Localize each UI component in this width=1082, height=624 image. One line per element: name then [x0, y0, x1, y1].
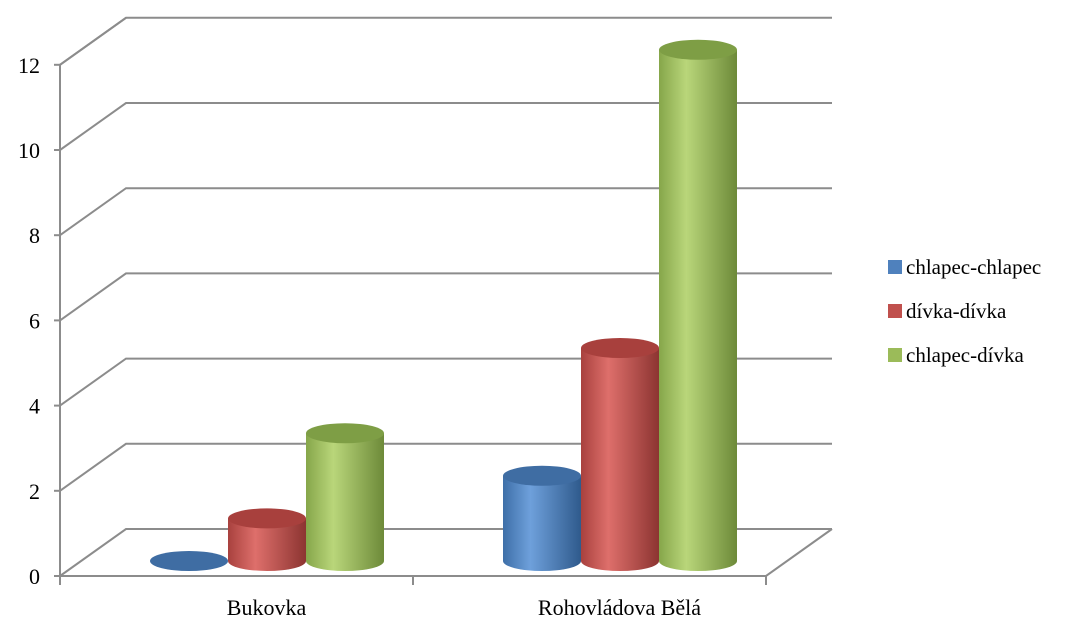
- legend-swatch: [888, 260, 902, 274]
- x-category-label: Rohovládova Bělá: [538, 595, 701, 620]
- y-tick-label: 4: [29, 394, 40, 419]
- bar: [659, 39, 737, 572]
- gridline: [59, 102, 832, 151]
- bar-top-cap: [228, 508, 306, 529]
- bar: [228, 508, 306, 571]
- y-tick-label: 6: [29, 308, 40, 333]
- bar-body: [228, 518, 306, 571]
- legend: chlapec-chlapec dívka-dívka chlapec-dívka: [888, 255, 1041, 367]
- axes: [54, 63, 833, 585]
- gridline: [59, 16, 127, 66]
- bar: [503, 465, 581, 571]
- bar-body: [503, 475, 581, 571]
- y-tick-label: 10: [18, 138, 40, 163]
- x-category-label: Bukovka: [227, 595, 307, 620]
- x-axis-category-labels: Bukovka Rohovládova Bělá: [227, 595, 702, 620]
- gridline: [59, 272, 832, 322]
- bar: [306, 423, 384, 571]
- y-tick-label: 12: [18, 53, 40, 78]
- legend-swatch: [888, 348, 902, 362]
- y-tick-label: 0: [29, 564, 40, 589]
- bar: [581, 338, 659, 571]
- legend-label: chlapec-dívka: [906, 343, 1024, 367]
- gridlines: [59, 16, 832, 577]
- bar-top-cap: [503, 465, 581, 486]
- bar-top-cap: [581, 338, 659, 358]
- legend-label: dívka-dívka: [906, 299, 1007, 323]
- gridline: [59, 187, 832, 237]
- bar-top-cap: [659, 39, 737, 60]
- bar: [150, 551, 228, 571]
- bar-top-cap: [150, 551, 228, 571]
- bar-body: [659, 49, 737, 572]
- y-tick-label: 8: [29, 223, 40, 248]
- bar-body: [306, 433, 384, 571]
- y-axis-tick-labels: 0 2 4 6 8 10 12: [18, 53, 40, 589]
- bar-body: [581, 348, 659, 571]
- y-tick-label: 2: [29, 479, 40, 504]
- bar-top-cap: [306, 423, 384, 444]
- legend-label: chlapec-chlapec: [906, 255, 1041, 279]
- bars: [150, 39, 737, 572]
- legend-swatch: [888, 304, 902, 318]
